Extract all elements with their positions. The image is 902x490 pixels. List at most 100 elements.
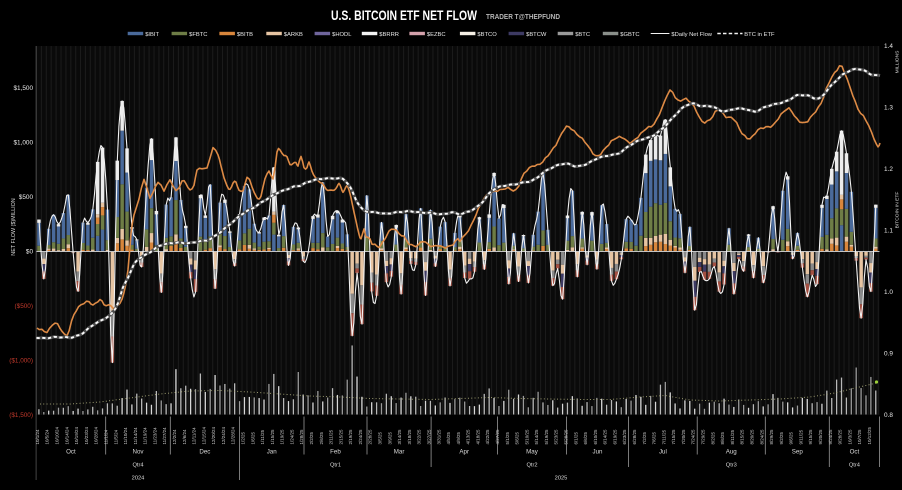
svg-text:6/1/25: 6/1/25 <box>573 431 578 444</box>
svg-text:BITCOIN IN ETF: BITCOIN IN ETF <box>895 192 901 229</box>
svg-text:7/6/25: 7/6/25 <box>652 431 657 444</box>
svg-text:6/6/25: 6/6/25 <box>583 431 588 444</box>
svg-text:($500): ($500) <box>15 303 33 310</box>
svg-text:8/11/25: 8/11/25 <box>730 429 735 444</box>
svg-text:10/7/25: 10/7/25 <box>857 429 862 445</box>
svg-text:12/24/24: 12/24/24 <box>221 426 226 444</box>
svg-text:9/6/25: 9/6/25 <box>789 431 794 444</box>
svg-text:$BITB: $BITB <box>237 32 253 38</box>
svg-text:9/24/25: 9/24/25 <box>828 429 833 445</box>
svg-text:8/6/25: 8/6/25 <box>720 431 725 444</box>
svg-text:12/28/24: 12/28/24 <box>231 426 236 444</box>
svg-text:7/2/25: 7/2/25 <box>642 431 647 444</box>
svg-text:U.S. BITCOIN ETF NET FLOW: U.S. BITCOIN ETF NET FLOW <box>331 8 478 23</box>
svg-text:7/24/25: 7/24/25 <box>691 429 696 445</box>
svg-text:Jul: Jul <box>659 449 667 456</box>
svg-text:3/9/25: 3/9/25 <box>387 431 392 444</box>
svg-text:2/15/25: 2/15/25 <box>338 429 343 445</box>
svg-text:8/2/25: 8/2/25 <box>710 431 715 444</box>
svg-text:Jan: Jan <box>267 449 278 456</box>
svg-text:5/6/25: 5/6/25 <box>515 431 520 444</box>
svg-text:$IBIT: $IBIT <box>145 32 159 38</box>
svg-text:1.0: 1.0 <box>884 289 893 296</box>
svg-text:Feb: Feb <box>330 449 341 456</box>
svg-text:12/11/24: 12/11/24 <box>192 427 197 445</box>
svg-text:5/1/25: 5/1/25 <box>505 431 510 444</box>
svg-text:2/2/25: 2/2/25 <box>309 431 314 444</box>
svg-text:2/19/25: 2/19/25 <box>348 429 353 445</box>
svg-text:BTC in ETF: BTC in ETF <box>744 32 775 38</box>
svg-text:3/18/25: 3/18/25 <box>407 429 412 445</box>
svg-text:$0: $0 <box>26 249 34 256</box>
svg-text:MILLIONS: MILLIONS <box>895 50 901 74</box>
svg-text:0.8: 0.8 <box>884 412 893 419</box>
svg-text:5/28/25: 5/28/25 <box>564 429 569 445</box>
svg-text:10/28/24: 10/28/24 <box>94 426 99 444</box>
svg-text:6/23/25: 6/23/25 <box>622 429 627 445</box>
svg-text:11/14/24: 11/14/24 <box>133 427 138 445</box>
svg-text:3/5/25: 3/5/25 <box>378 431 383 444</box>
svg-text:May: May <box>526 449 539 456</box>
svg-text:2/6/25: 2/6/25 <box>319 431 324 444</box>
svg-text:12/15/24: 12/15/24 <box>201 426 206 444</box>
svg-text:12/2/24: 12/2/24 <box>172 429 177 445</box>
svg-text:Jun: Jun <box>593 449 604 456</box>
svg-text:6/19/25: 6/19/25 <box>612 429 617 445</box>
svg-text:$BTCO: $BTCO <box>477 32 497 38</box>
svg-text:8/20/25: 8/20/25 <box>750 429 755 445</box>
svg-text:NET FLOW ($)MILLION: NET FLOW ($)MILLION <box>11 198 17 256</box>
svg-text:10/23/24: 10/23/24 <box>84 426 89 444</box>
svg-text:Qtr1: Qtr1 <box>330 463 341 469</box>
svg-text:11/27/24: 11/27/24 <box>162 427 167 445</box>
svg-text:8/29/25: 8/29/25 <box>769 429 774 445</box>
svg-text:Mar: Mar <box>394 449 405 456</box>
svg-text:$BTC: $BTC <box>575 32 590 38</box>
svg-text:Nov: Nov <box>132 449 144 456</box>
svg-text:6/14/25: 6/14/25 <box>603 429 608 445</box>
svg-text:TRADER T@THEPFUND: TRADER T@THEPFUND <box>486 12 560 21</box>
svg-text:3/14/25: 3/14/25 <box>397 429 402 445</box>
svg-text:1/11/25: 1/11/25 <box>260 429 265 444</box>
svg-text:1/2/25: 1/2/25 <box>241 431 246 444</box>
svg-text:11/5/24: 11/5/24 <box>113 429 118 444</box>
svg-text:5/14/25: 5/14/25 <box>534 429 539 445</box>
svg-text:4/5/25: 4/5/25 <box>446 431 451 444</box>
svg-text:11/23/24: 11/23/24 <box>152 427 157 445</box>
svg-text:Qtr4: Qtr4 <box>849 463 860 469</box>
svg-text:3/31/25: 3/31/25 <box>436 429 441 445</box>
svg-text:4/18/25: 4/18/25 <box>475 429 480 445</box>
svg-text:10/12/25: 10/12/25 <box>867 426 872 444</box>
svg-text:1/6/25: 1/6/25 <box>250 431 255 444</box>
svg-text:4/27/25: 4/27/25 <box>495 429 500 445</box>
svg-text:12/20/24: 12/20/24 <box>211 426 216 444</box>
svg-text:10/19/24: 10/19/24 <box>74 426 79 444</box>
svg-text:2024: 2024 <box>132 476 145 482</box>
svg-text:2/28/25: 2/28/25 <box>368 429 373 445</box>
svg-text:10/1/24: 10/1/24 <box>35 429 40 445</box>
svg-text:12/6/24: 12/6/24 <box>182 429 187 445</box>
svg-text:9/2/25: 9/2/25 <box>779 431 784 444</box>
svg-text:Qtr4: Qtr4 <box>132 463 143 469</box>
svg-text:8/15/25: 8/15/25 <box>740 429 745 445</box>
svg-text:2/24/25: 2/24/25 <box>358 429 363 445</box>
svg-text:11/19/24: 11/19/24 <box>143 427 148 445</box>
svg-text:4/9/25: 4/9/25 <box>456 431 461 444</box>
svg-text:$EZBC: $EZBC <box>427 32 446 38</box>
svg-text:10/14/24: 10/14/24 <box>64 426 69 444</box>
svg-text:7/20/25: 7/20/25 <box>681 429 686 445</box>
svg-text:9/20/25: 9/20/25 <box>818 429 823 445</box>
svg-text:0.9: 0.9 <box>884 351 893 358</box>
svg-text:10/5/24: 10/5/24 <box>45 429 50 445</box>
svg-text:5/19/25: 5/19/25 <box>544 429 549 445</box>
svg-text:$Daily Net Flow: $Daily Net Flow <box>671 32 712 38</box>
svg-text:$GBTC: $GBTC <box>620 32 639 38</box>
svg-text:$500: $500 <box>19 194 34 201</box>
svg-text:$BRRR: $BRRR <box>379 32 399 38</box>
svg-text:10/3/25: 10/3/25 <box>847 429 852 445</box>
svg-text:Apr: Apr <box>459 449 469 456</box>
svg-text:6/28/25: 6/28/25 <box>632 429 637 445</box>
svg-text:11/1/24: 11/1/24 <box>104 429 109 444</box>
svg-text:($1,500): ($1,500) <box>9 412 33 419</box>
svg-text:$1,000: $1,000 <box>13 140 33 147</box>
svg-text:4/22/25: 4/22/25 <box>485 429 490 445</box>
